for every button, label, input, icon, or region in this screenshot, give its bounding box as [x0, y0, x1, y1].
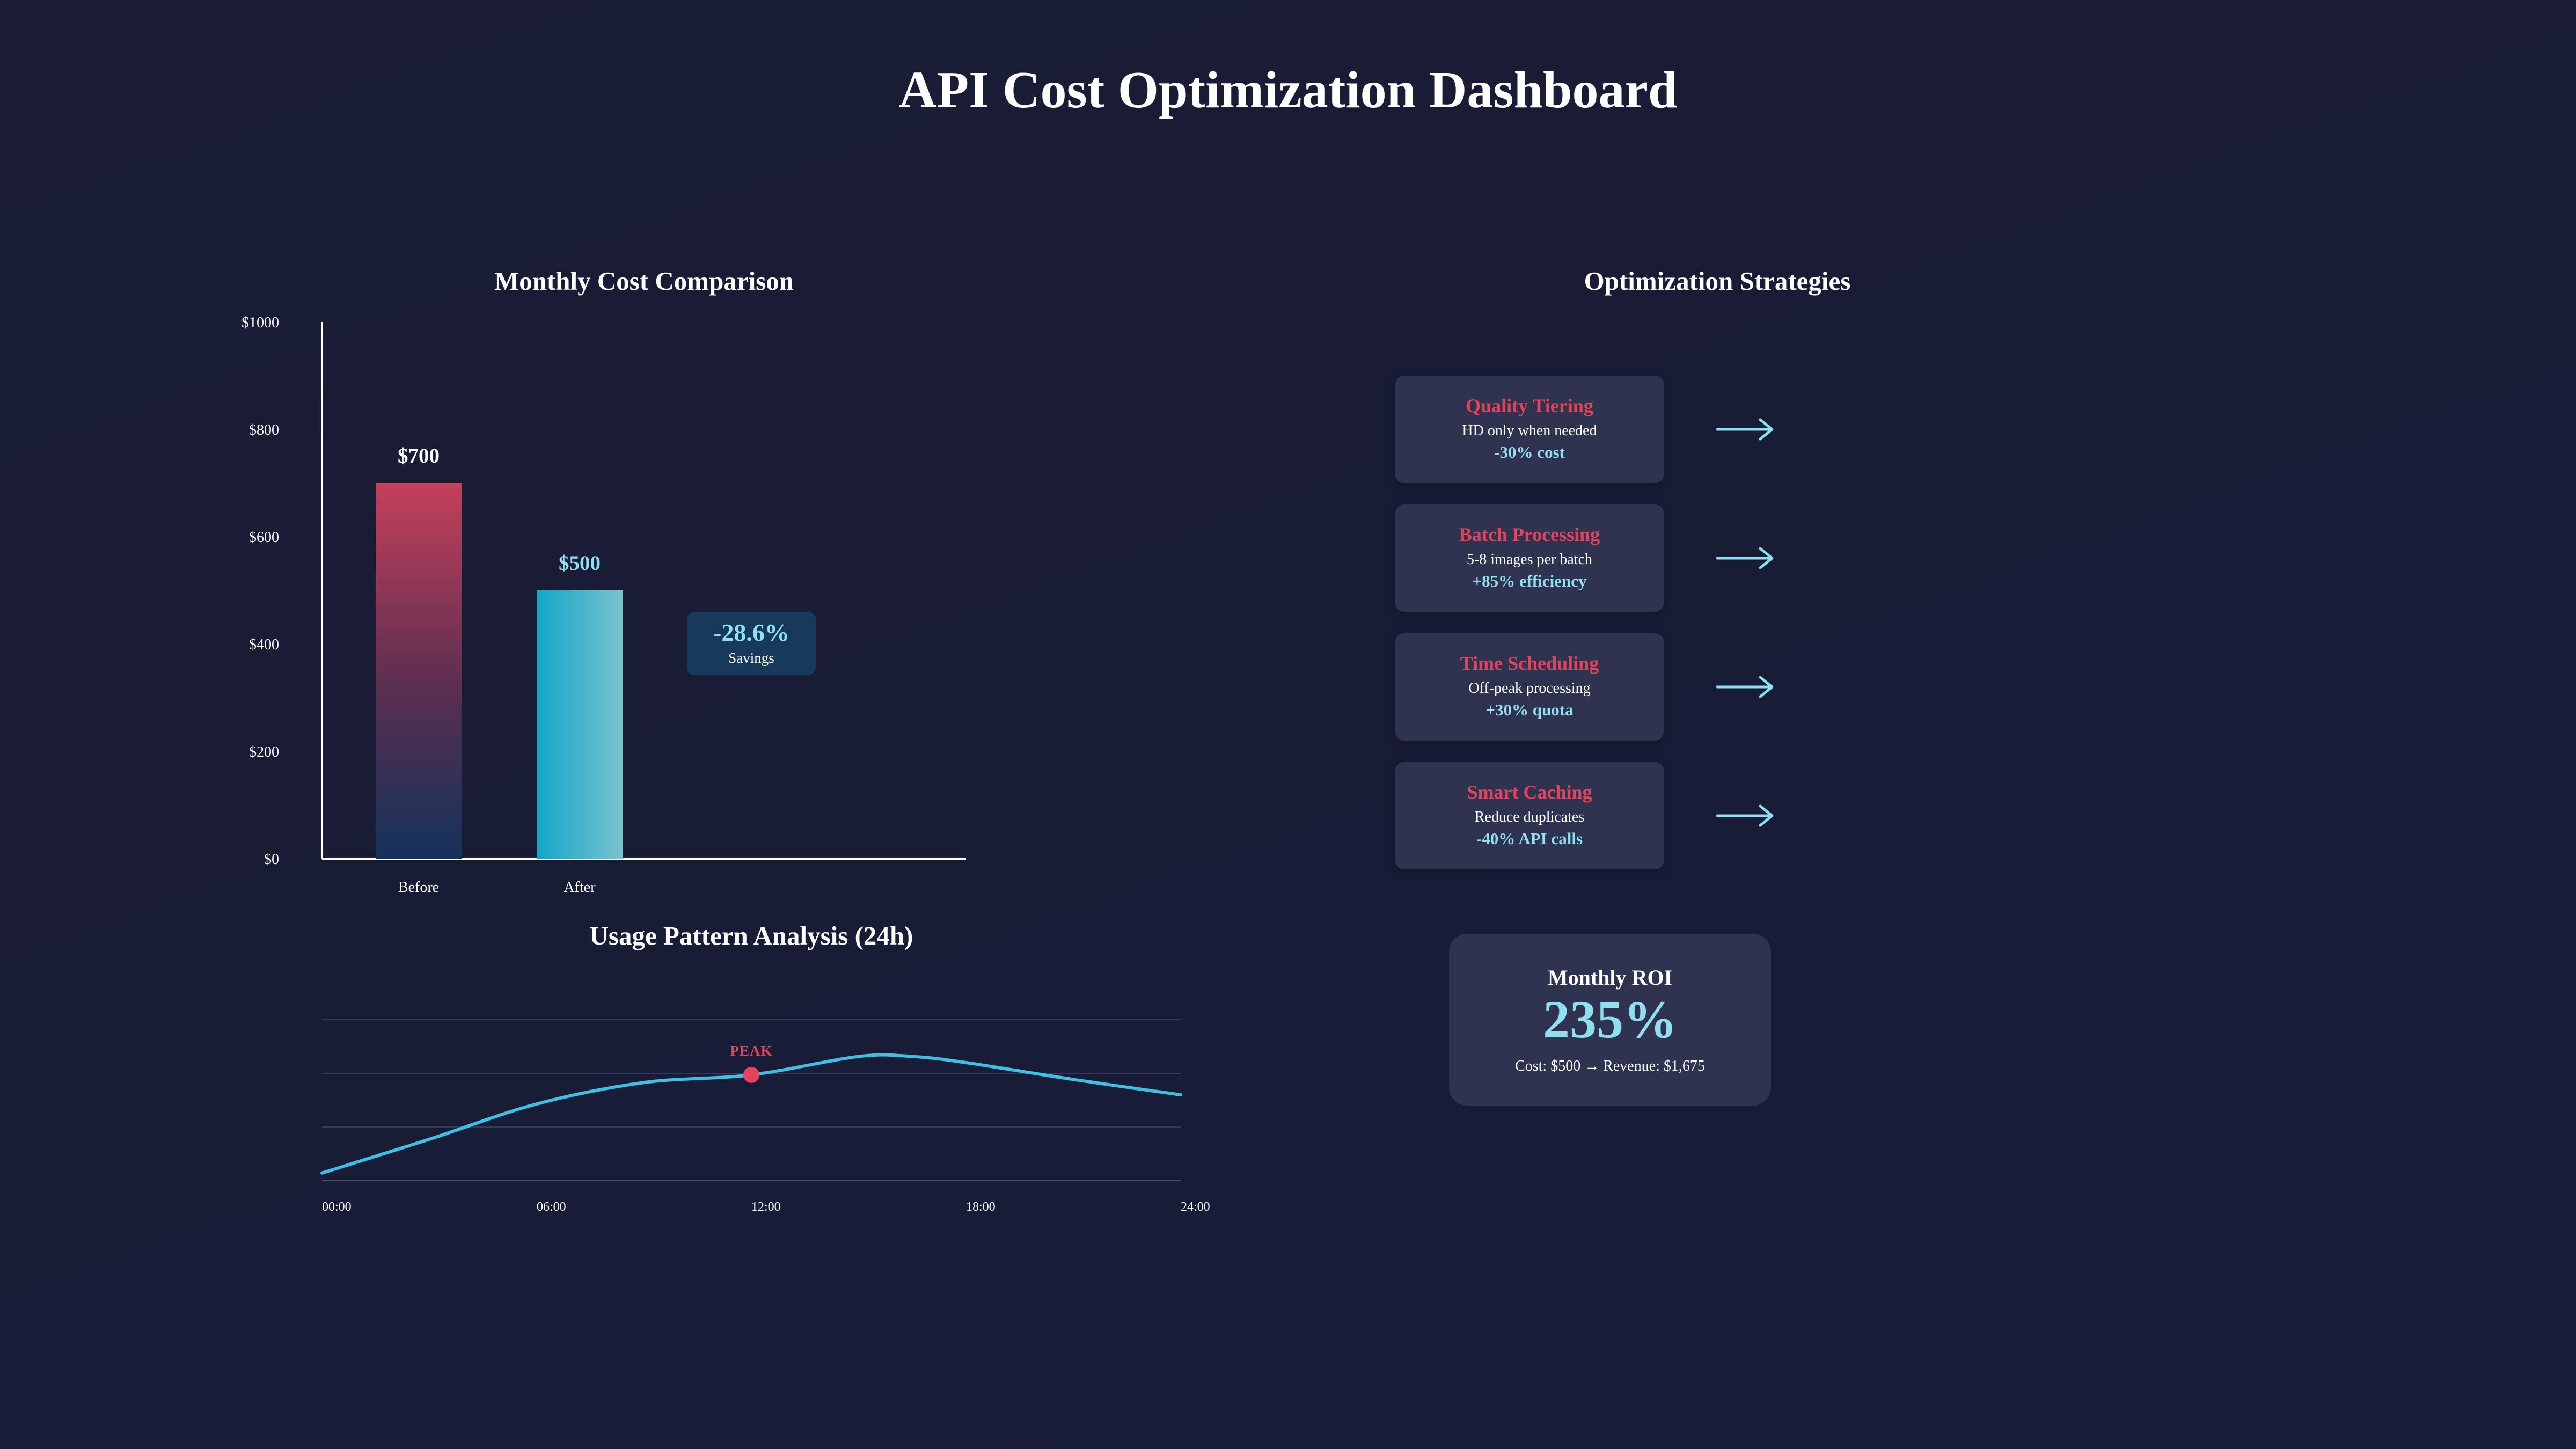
page-title: API Cost Optimization Dashboard: [898, 61, 1678, 119]
usage-line-chart: PEAK 00:00 06:00 12:00 18:00 24:00: [320, 1019, 1210, 1214]
bar-value-label: $500: [559, 552, 601, 575]
x-tick-label: 12:00: [751, 1200, 781, 1214]
peak-label: PEAK: [730, 1043, 772, 1059]
strategy-description: HD only when needed: [1462, 422, 1597, 439]
y-tick-label: $600: [249, 529, 279, 546]
roi-card: Monthly ROI 235% Cost: $500 → Revenue: $…: [1449, 934, 1771, 1106]
strategy-card-quality-tiering: Quality Tiering HD only when needed -30%…: [1395, 376, 1664, 483]
strategy-title: Smart Caching: [1467, 781, 1592, 803]
roi-value: 235%: [1543, 990, 1677, 1049]
arrow-right-icon: [1716, 547, 1774, 569]
savings-label: Savings: [728, 650, 774, 666]
strategy-card-batch-processing: Batch Processing 5-8 images per batch +8…: [1395, 504, 1664, 612]
x-tick-label: 24:00: [1181, 1200, 1210, 1214]
cost-bar-chart: $0 $200 $400 $600 $800 $1000 Before After $700…: [241, 314, 966, 896]
bar-after: [537, 590, 623, 859]
arrow-right-icon: [1716, 676, 1774, 698]
x-tick-label: Before: [398, 879, 439, 896]
arrow-right-icon: [1716, 418, 1774, 441]
x-tick-label: 00:00: [322, 1200, 352, 1214]
y-tick-label: $0: [264, 851, 279, 868]
usage-series-line: [320, 1053, 1182, 1175]
x-tick-label: After: [564, 879, 596, 896]
savings-value: -28.6%: [713, 619, 789, 646]
roi-label: Monthly ROI: [1547, 965, 1673, 990]
strategy-description: Off-peak processing: [1468, 680, 1591, 697]
strategy-metric: +85% efficiency: [1472, 572, 1587, 590]
cost-chart-title: Monthly Cost Comparison: [494, 266, 794, 296]
y-tick-label: $1000: [241, 314, 279, 331]
bar-value-label: $700: [398, 444, 440, 467]
strategy-title: Time Scheduling: [1460, 653, 1599, 674]
x-tick-label: 18:00: [966, 1200, 996, 1214]
strategies-title: Optimization Strategies: [1584, 266, 1851, 296]
strategy-description: Reduce duplicates: [1474, 809, 1585, 825]
savings-badge: -28.6% Savings: [687, 612, 816, 675]
strategy-metric: -40% API calls: [1476, 829, 1583, 848]
x-tick-label: 06:00: [537, 1200, 566, 1214]
strategy-card-time-scheduling: Time Scheduling Off-peak processing +30%…: [1395, 633, 1664, 741]
strategy-description: 5-8 images per batch: [1466, 551, 1593, 568]
strategy-card-smart-caching: Smart Caching Reduce duplicates -40% API…: [1395, 762, 1664, 869]
peak-marker: [743, 1066, 759, 1083]
arrow-right-icon: [1716, 804, 1774, 827]
bar-before: [376, 483, 462, 859]
strategy-title: Batch Processing: [1459, 524, 1600, 545]
strategy-title: Quality Tiering: [1466, 395, 1593, 416]
strategy-metric: -30% cost: [1494, 443, 1565, 462]
y-tick-label: $200: [249, 744, 279, 760]
y-tick-label: $800: [249, 422, 279, 438]
roi-detail: Cost: $500 → Revenue: $1,675: [1515, 1058, 1705, 1074]
strategy-metric: +30% quota: [1485, 700, 1574, 719]
y-tick-label: $400: [249, 636, 279, 653]
usage-chart-title: Usage Pattern Analysis (24h): [589, 921, 913, 950]
